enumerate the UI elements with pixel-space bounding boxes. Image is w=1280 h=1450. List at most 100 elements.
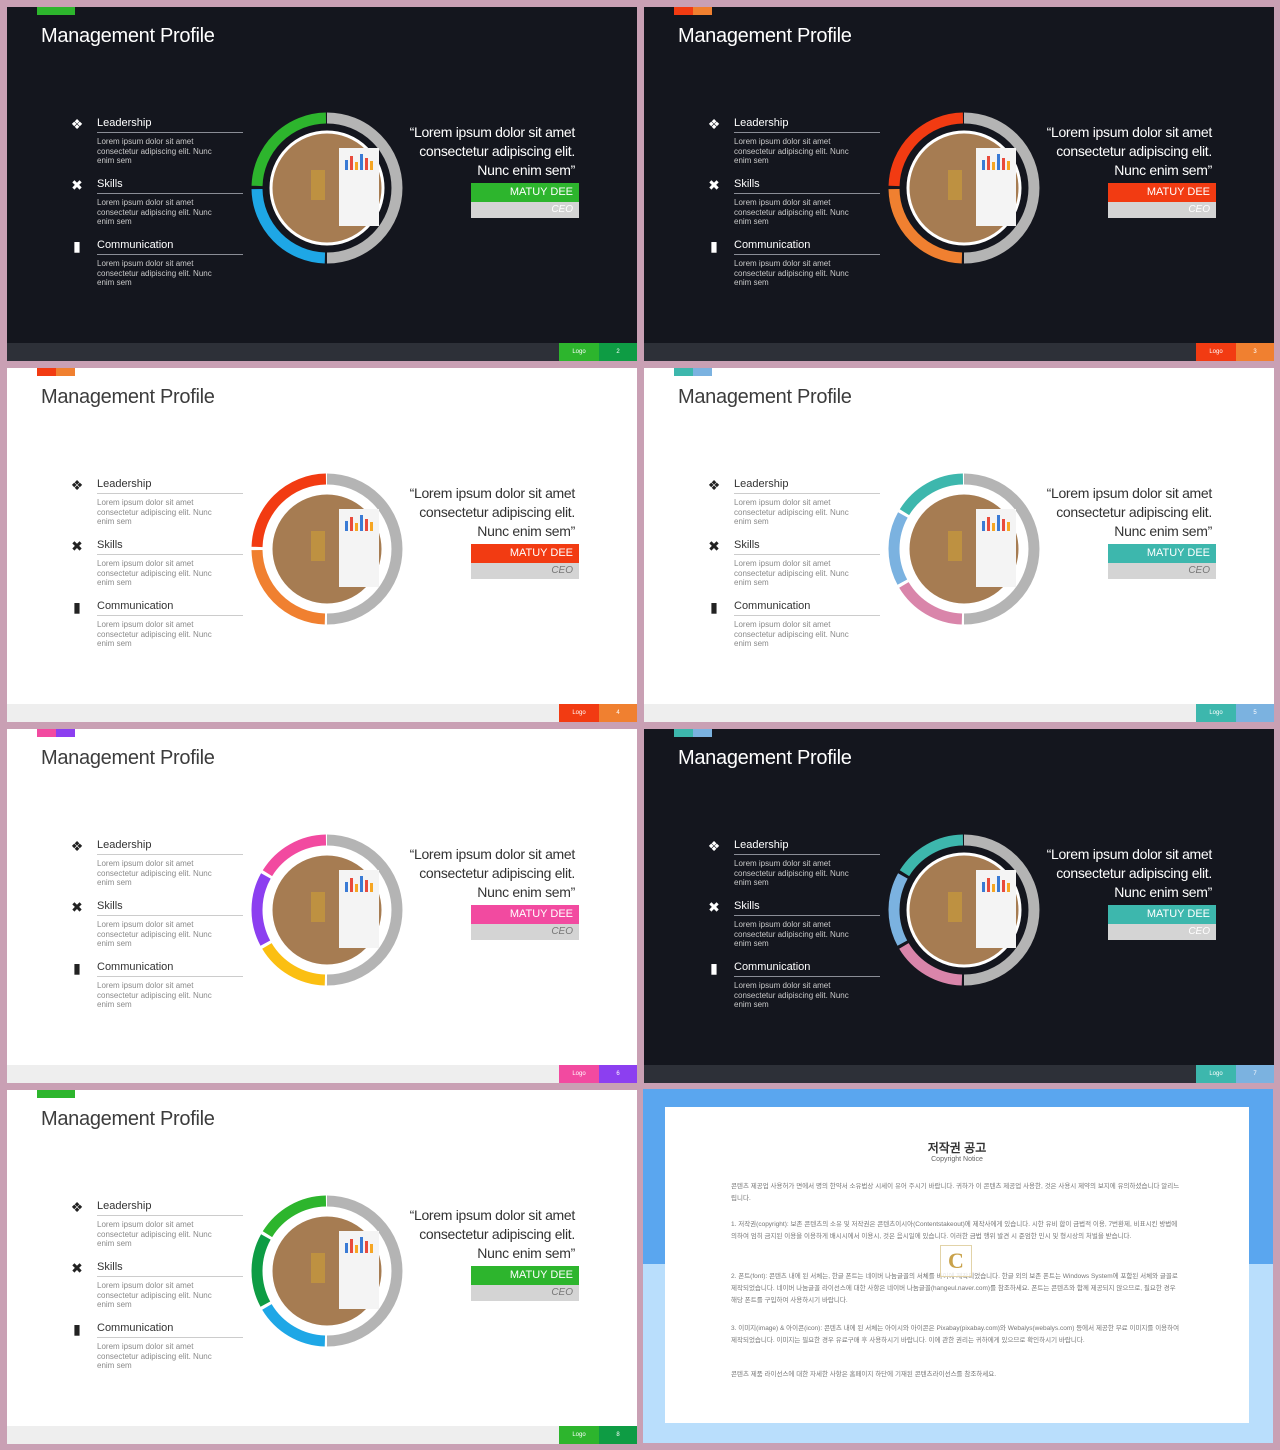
item-label: Leadership xyxy=(97,839,152,851)
item-label: Skills xyxy=(734,539,760,551)
ring-segment-base xyxy=(326,1195,403,1347)
people-icon: ❖ xyxy=(707,477,721,493)
ring-segment xyxy=(251,112,327,187)
item-label: Leadership xyxy=(734,478,789,490)
photo-chart-bar xyxy=(370,161,373,170)
item-description: Lorem ipsum dolor sit amet consectetur a… xyxy=(97,198,212,226)
item-description: Lorem ipsum dolor sit amet consectetur a… xyxy=(734,137,849,165)
item-label: Leadership xyxy=(97,1200,152,1212)
slide-footer: Logo 7 xyxy=(644,1065,1274,1083)
item-label: Skills xyxy=(97,1261,123,1273)
photo-chart-bar xyxy=(355,523,358,531)
brand-watermark-logo: C xyxy=(940,1245,972,1277)
ring-segment xyxy=(251,1234,271,1307)
ring-segment-base xyxy=(963,112,1040,264)
profile-ring xyxy=(888,834,1040,986)
item-label: Communication xyxy=(97,961,174,973)
item-label: Communication xyxy=(734,600,811,612)
photo-chart-bar xyxy=(982,882,985,892)
photo-chart-bar xyxy=(355,884,358,892)
profile-ring xyxy=(251,112,403,264)
photo-chart-bar xyxy=(365,880,368,892)
ring-segment xyxy=(251,473,327,548)
photo-cup xyxy=(311,1253,325,1283)
ring-segment xyxy=(899,834,964,877)
slide-thumbnail[interactable]: Management Profile ❖ Leadership Lorem ip… xyxy=(7,7,637,361)
slide-footer: Logo 2 xyxy=(7,343,637,361)
item-label: Communication xyxy=(734,239,811,251)
quote-text: “Lorem ipsum dolor sit amet consectetur … xyxy=(409,1207,576,1261)
chat-icon: ▮ xyxy=(73,1321,81,1337)
document-image xyxy=(339,509,379,587)
photo-cup xyxy=(948,892,962,922)
slide-thumbnail[interactable]: Management Profile ❖ Leadership Lorem ip… xyxy=(7,729,637,1083)
divider xyxy=(734,132,880,133)
ring-segment xyxy=(888,112,964,187)
slide-title: Management Profile xyxy=(678,747,852,769)
photo-cup xyxy=(311,531,325,561)
slide-thumbnail[interactable]: Management Profile ❖ Leadership Lorem ip… xyxy=(7,368,637,722)
chat-icon: ▮ xyxy=(710,238,718,254)
page-number: 6 xyxy=(599,1065,637,1083)
page-number: 5 xyxy=(1236,704,1274,722)
chat-icon: ▮ xyxy=(73,238,81,254)
slide-footer: Logo 6 xyxy=(7,1065,637,1083)
item-label: Skills xyxy=(734,178,760,190)
item-label: Skills xyxy=(97,900,123,912)
item-description: Lorem ipsum dolor sit amet consectetur a… xyxy=(97,620,212,648)
photo-chart-bar xyxy=(987,156,990,170)
slide-thumbnail[interactable]: Management Profile ❖ Leadership Lorem ip… xyxy=(644,729,1274,1083)
slide-title: Management Profile xyxy=(41,386,215,408)
ring-segment xyxy=(262,1195,327,1238)
profile-ring xyxy=(251,834,403,986)
divider xyxy=(734,254,880,255)
slide-title: Management Profile xyxy=(678,25,852,47)
chat-icon: ▮ xyxy=(73,960,81,976)
divider xyxy=(97,615,243,616)
quote-text: “Lorem ipsum dolor sit amet consectetur … xyxy=(1046,485,1213,539)
item-description: Lorem ipsum dolor sit amet consectetur a… xyxy=(97,859,212,887)
accent-tab xyxy=(37,1090,75,1098)
item-label: Leadership xyxy=(734,117,789,129)
slide-footer: Logo 4 xyxy=(7,704,637,722)
document-image xyxy=(976,509,1016,587)
notice-paragraph: 콘텐츠 제공업 사용허가 면에서 명의 한약서 소유법상 시세이 유어 주시기 … xyxy=(731,1183,1180,1202)
slide-thumbnail[interactable]: Management Profile ❖ Leadership Lorem ip… xyxy=(644,368,1274,722)
tools-icon: ✖ xyxy=(708,538,720,554)
photo-chart-bar xyxy=(355,162,358,170)
divider xyxy=(734,493,880,494)
photo-chart-bar xyxy=(1002,158,1005,170)
document-image xyxy=(976,148,1016,226)
item-description: Lorem ipsum dolor sit amet consectetur a… xyxy=(97,137,212,165)
divider xyxy=(734,976,880,977)
divider xyxy=(97,1276,243,1277)
ring-segment xyxy=(899,581,963,625)
document-image xyxy=(339,870,379,948)
item-label: Skills xyxy=(97,178,123,190)
photo-chart-bar xyxy=(1002,880,1005,892)
notice-paragraph: 콘텐츠 제품 라이선스에 대한 자세한 사항은 홈페이지 하단에 기재된 콘텐츠… xyxy=(731,1371,997,1378)
name-label: MATUY DEE xyxy=(471,183,579,202)
divider xyxy=(97,132,243,133)
role-label: CEO xyxy=(471,202,579,218)
copyright-notice-slide[interactable]: 저작권 공고 Copyright Notice 콘텐츠 제공업 사용허가 면에서… xyxy=(643,1089,1273,1443)
notice-paragraph: 1. 저작권(copyright): 보존 콘텐츠의 소유 및 저작권은 콘텐츠… xyxy=(731,1221,1178,1240)
item-label: Leadership xyxy=(97,117,152,129)
tools-icon: ✖ xyxy=(71,899,83,915)
role-label: CEO xyxy=(1108,563,1216,579)
ring-segment-base xyxy=(326,112,403,264)
name-label: MATUY DEE xyxy=(471,1266,579,1285)
item-label: Skills xyxy=(97,539,123,551)
quote-text: “Lorem ipsum dolor sit amet consectetur … xyxy=(409,124,576,178)
slide-thumbnail[interactable]: Management Profile ❖ Leadership Lorem ip… xyxy=(7,1090,637,1444)
divider xyxy=(97,1337,243,1338)
page-number: 4 xyxy=(599,704,637,722)
ring-segment xyxy=(899,473,964,516)
photo-chart-bar xyxy=(1007,161,1010,170)
item-description: Lorem ipsum dolor sit amet consectetur a… xyxy=(97,1281,212,1309)
page-number: 8 xyxy=(599,1426,637,1444)
photo-chart-bar xyxy=(350,878,353,892)
item-description: Lorem ipsum dolor sit amet consectetur a… xyxy=(734,259,849,287)
tools-icon: ✖ xyxy=(71,538,83,554)
slide-thumbnail[interactable]: Management Profile ❖ Leadership Lorem ip… xyxy=(644,7,1274,361)
